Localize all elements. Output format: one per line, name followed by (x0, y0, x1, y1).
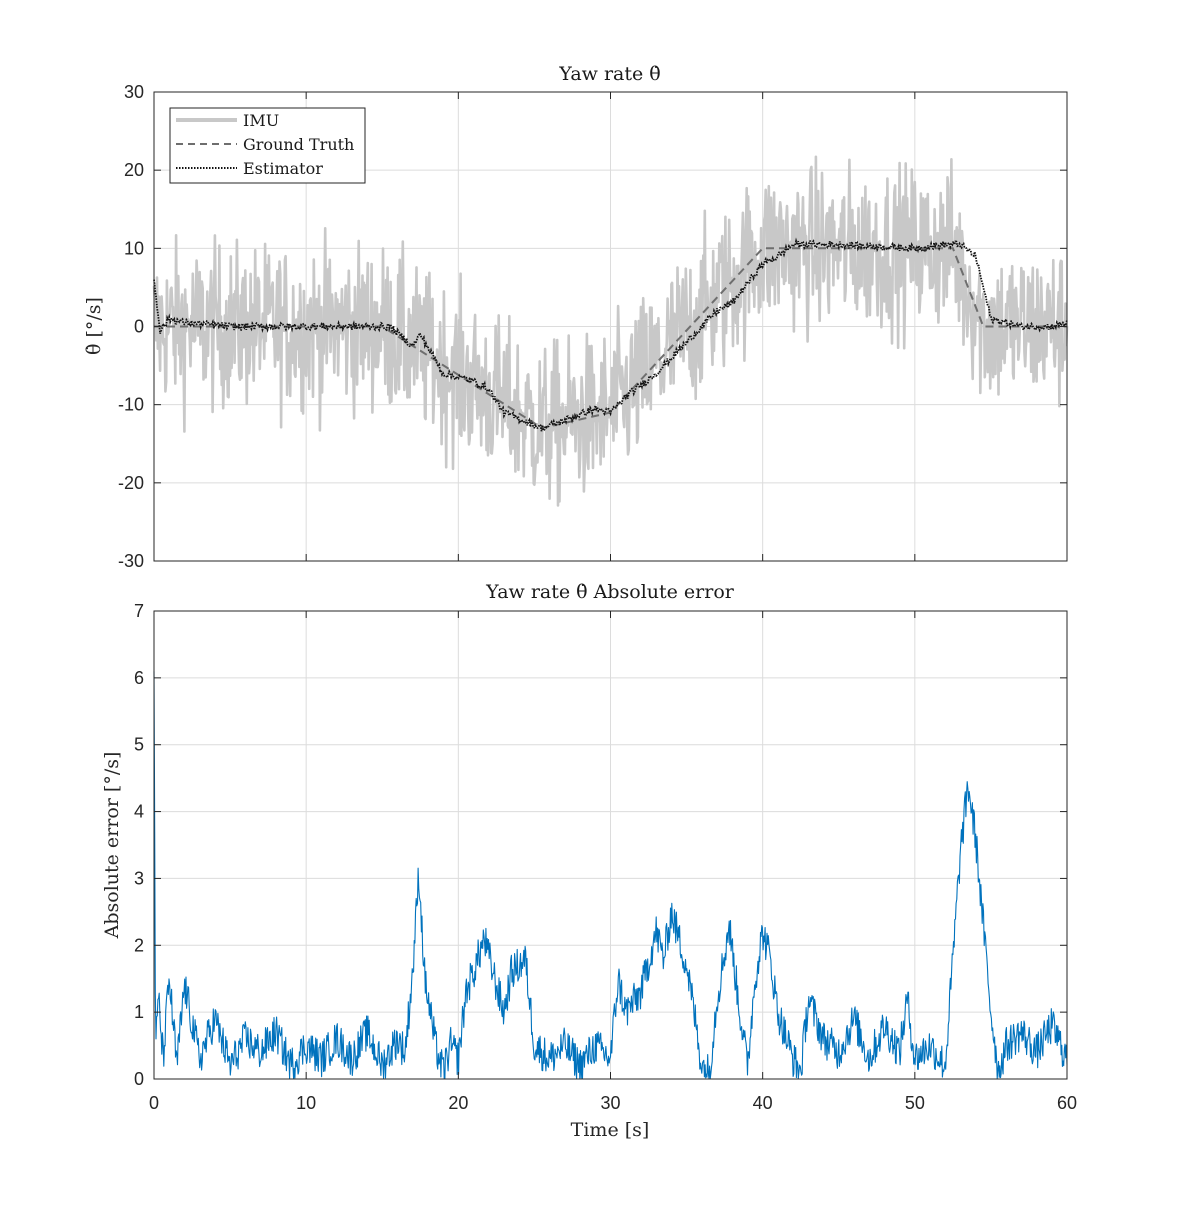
legend-estimator-label: Estimator (243, 159, 323, 178)
absolute-error-x-tick-label: 0 (149, 1093, 159, 1113)
absolute-error-x-tick-label: 50 (905, 1093, 925, 1113)
legend: IMU Ground Truth Estimator (169, 107, 366, 184)
yaw-rate-ylabel: θ̇ [°/s] (83, 297, 105, 355)
legend-ground-truth-label: Ground Truth (243, 135, 354, 154)
absolute-error-y-tick-label: 7 (134, 601, 144, 621)
absolute-error-xlabel: Time [s] (571, 1119, 650, 1141)
absolute-error-x-tick-label: 30 (600, 1093, 620, 1113)
absolute-error-title: Yaw rate θ̇ Absolute error (485, 581, 735, 603)
absolute-error-y-tick-label: 5 (134, 735, 144, 755)
yaw-rate-y-tick-label: 30 (124, 82, 144, 102)
absolute-error-x-tick-label: 40 (753, 1093, 773, 1113)
absolute-error-x-tick-label: 10 (296, 1093, 316, 1113)
absolute-error-x-tick-label: 60 (1057, 1093, 1077, 1113)
absolute-error-series-line (153, 671, 1068, 1080)
legend-imu-label: IMU (243, 111, 279, 130)
absolute-error-y-tick-label: 2 (134, 935, 144, 955)
absolute-error-y-tick-label: 3 (134, 868, 144, 888)
absolute-error-grid (154, 611, 1067, 1079)
yaw-rate-y-tick-label: 10 (124, 238, 144, 258)
absolute-error-ylabel: Absolute error [°/s] (101, 752, 123, 940)
yaw-rate-ticks: 30 20 10 0 -10 -20 -30 (118, 82, 1068, 571)
absolute-error-y-tick-label: 6 (134, 668, 144, 688)
estimator-series-line (153, 237, 1068, 433)
yaw-rate-y-tick-label: 20 (124, 160, 144, 180)
yaw-rate-y-tick-label: 0 (134, 317, 144, 337)
yaw-rate-chart: 30 20 10 0 -10 -20 -30 Yaw rate θ̇ θ̇ [°/s] IM… (83, 63, 1069, 571)
absolute-error-y-tick-label: 0 (134, 1069, 144, 1089)
ground-truth-series-line (154, 247, 1067, 430)
yaw-rate-y-tick-label: -30 (118, 551, 144, 571)
yaw-rate-series (152, 155, 1069, 507)
absolute-error-x-tick-label: 20 (448, 1093, 468, 1113)
absolute-error-series (153, 671, 1068, 1080)
yaw-rate-y-tick-label: -10 (118, 395, 144, 415)
yaw-rate-title: Yaw rate θ̇ (558, 63, 660, 85)
yaw-rate-y-tick-label: -20 (118, 473, 144, 493)
absolute-error-y-tick-label: 1 (134, 1002, 144, 1022)
absolute-error-y-tick-label: 4 (134, 802, 144, 822)
